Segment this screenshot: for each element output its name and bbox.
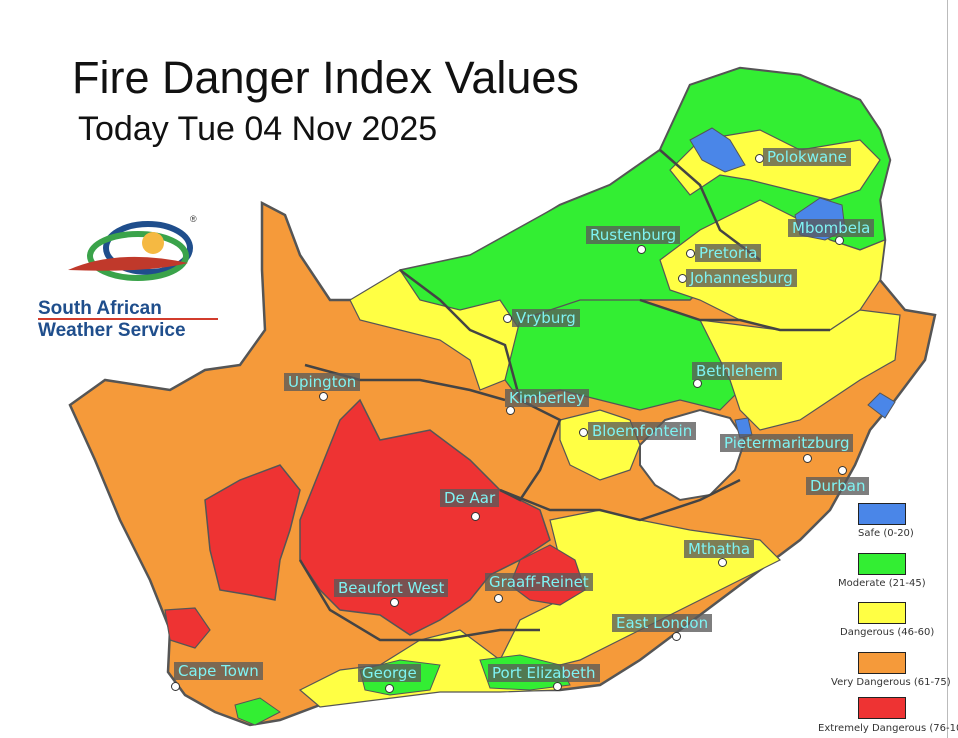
city-label-polokwane: Polokwane [763, 148, 851, 166]
city-label-pietermaritzburg: Pietermaritzburg [720, 434, 854, 452]
legend-label-safe: Safe (0-20) [858, 528, 914, 539]
city-dot-durban [838, 466, 847, 475]
city-label-johannesburg: Johannesburg [686, 269, 797, 287]
city-label-vryburg: Vryburg [512, 309, 580, 327]
city-label-cape-town: Cape Town [174, 662, 263, 680]
legend-label-dangerous: Dangerous (46-60) [840, 627, 935, 638]
city-label-de-aar: De Aar [440, 489, 500, 507]
region-extremely-dangerous-cape [164, 607, 211, 649]
city-dot-bloemfontein [579, 428, 588, 437]
city-dot-pietermaritzburg [803, 454, 812, 463]
map-subtitle: Today Tue 04 Nov 2025 [78, 110, 438, 148]
region-safe-north [689, 127, 746, 173]
legend-swatch-dangerous [858, 602, 906, 624]
city-dot-george [385, 684, 394, 693]
logo-divider [38, 318, 218, 320]
city-label-bloemfontein: Bloemfontein [588, 422, 697, 440]
region-extremely-dangerous-west [204, 464, 301, 601]
legend-swatch-safe [858, 503, 906, 525]
map-title: Fire Danger Index Values [72, 52, 579, 103]
city-dot-bethlehem [693, 379, 702, 388]
region-moderate-cape-south [234, 697, 281, 726]
registered-mark: ® [190, 214, 197, 224]
region-dangerous-north [659, 199, 886, 331]
city-label-east-london: East London [612, 614, 713, 632]
legend-label-moderate: Moderate (21-45) [838, 578, 926, 589]
city-dot-kimberley [506, 406, 515, 415]
city-dot-rustenburg [637, 245, 646, 254]
city-dot-pretoria [686, 249, 695, 258]
city-dot-upington [319, 392, 328, 401]
city-dot-mbombela [835, 236, 844, 245]
saws-logo-icon: ® [68, 214, 197, 281]
city-dot-graaff-reinet [494, 594, 503, 603]
city-label-mbombela: Mbombela [788, 219, 875, 237]
region-safe-kzn [867, 392, 896, 419]
city-dot-beaufort-west [390, 598, 399, 607]
city-label-durban: Durban [806, 477, 870, 495]
city-label-george: George [358, 664, 421, 682]
city-dot-vryburg [503, 314, 512, 323]
logo-text-line1: South African [38, 298, 162, 319]
city-label-port-elizabeth: Port Elizabeth [488, 664, 600, 682]
city-dot-mthatha [718, 558, 727, 567]
legend-swatch-very-dangerous [858, 652, 906, 674]
legend-label-extremely-dangerous: Extremely Dangerous (76-100) [818, 723, 958, 734]
legend-label-very-dangerous: Very Dangerous (61-75) [831, 677, 951, 688]
city-label-graaff-reinet: Graaff-Reinet [485, 573, 593, 591]
city-dot-east-london [672, 632, 681, 641]
legend-swatch-extremely-dangerous [858, 697, 906, 719]
city-dot-port-elizabeth [553, 682, 562, 691]
frame-line [947, 0, 948, 738]
legend-swatch-moderate [858, 553, 906, 575]
city-label-pretoria: Pretoria [695, 244, 762, 262]
city-label-mthatha: Mthatha [684, 540, 755, 558]
city-dot-de-aar [471, 512, 480, 521]
city-label-bethlehem: Bethlehem [692, 362, 782, 380]
city-label-beaufort-west: Beaufort West [334, 579, 449, 597]
city-label-rustenburg: Rustenburg [586, 226, 681, 244]
city-label-upington: Upington [284, 373, 361, 391]
city-label-kimberley: Kimberley [505, 389, 589, 407]
logo-text-line2: Weather Service [38, 320, 186, 341]
city-dot-cape-town [171, 682, 180, 691]
